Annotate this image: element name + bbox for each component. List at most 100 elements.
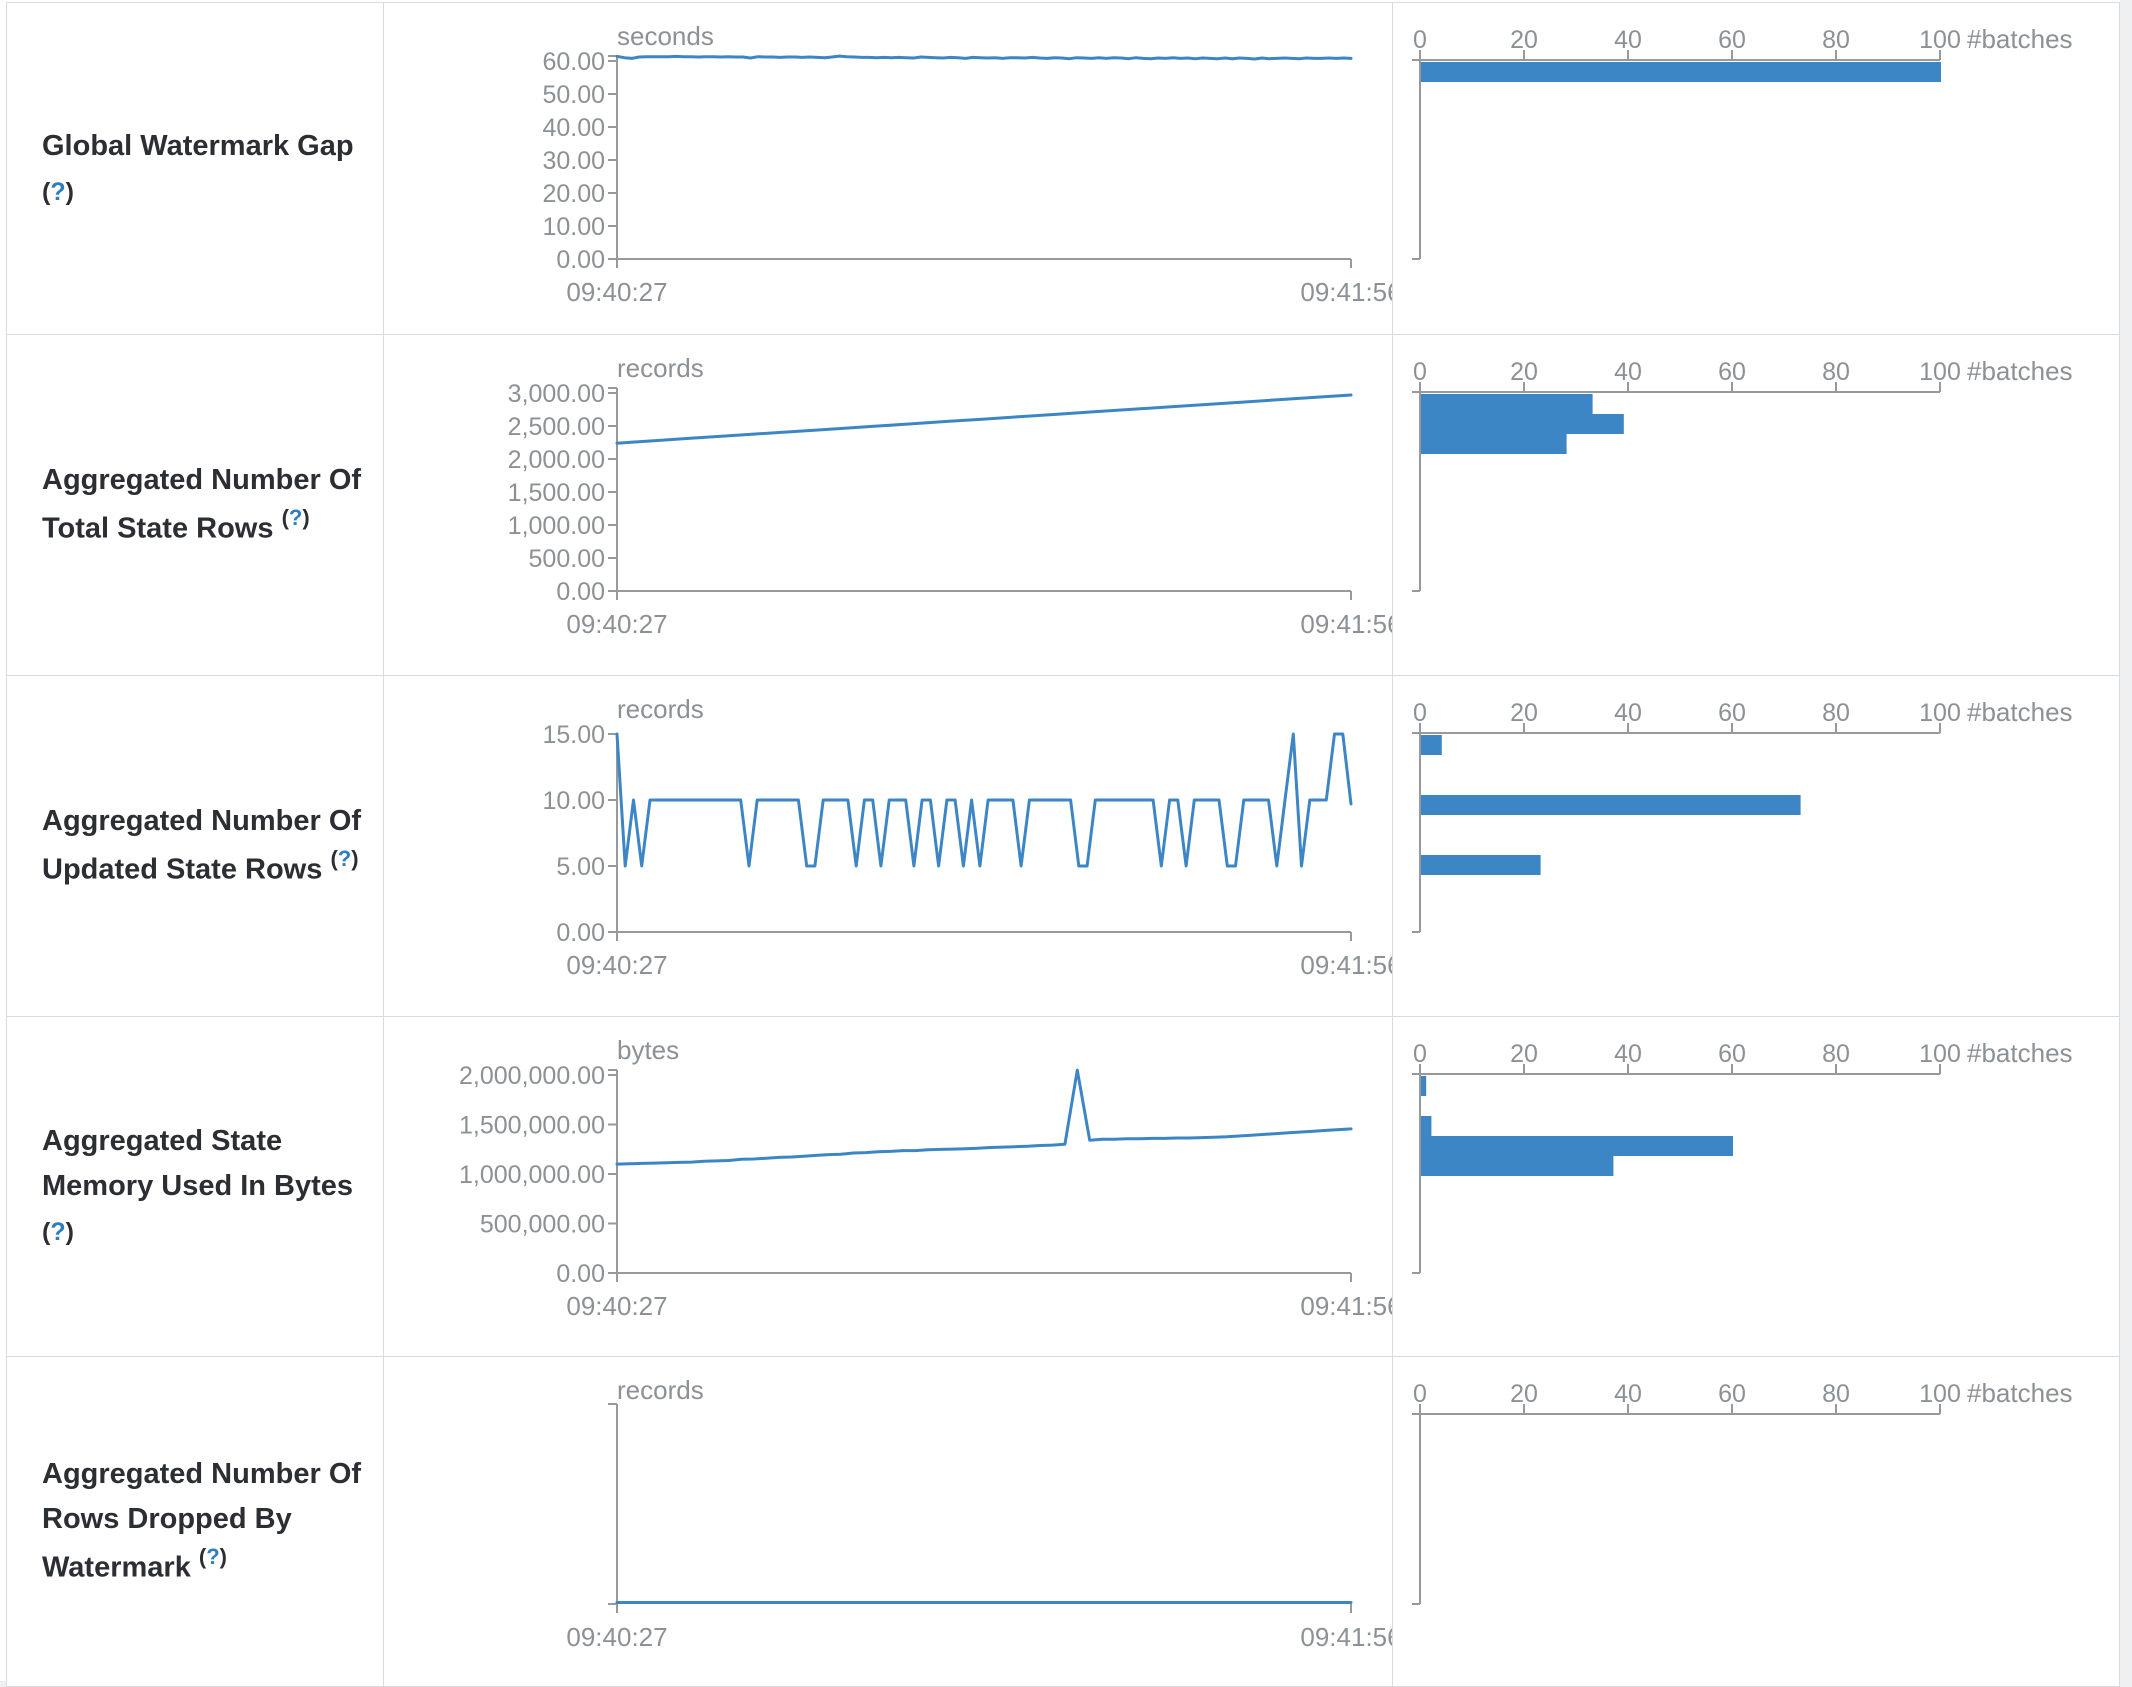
svg-text:0.00: 0.00 — [556, 1260, 605, 1288]
svg-text:1,500,000.00: 1,500,000.00 — [459, 1112, 605, 1140]
help-tooltip-link[interactable]: (?) — [42, 177, 74, 206]
metric-label-line: Watermark — [42, 1551, 191, 1584]
svg-text:80: 80 — [1822, 699, 1850, 727]
metric-row-rows-dropped-by-watermark: Aggregated Number Of Rows Dropped By Water… — [7, 1356, 2119, 1686]
help-tooltip-link[interactable]: (?) — [330, 846, 359, 872]
metric-label: Aggregated Number Of Total State Rows (?) — [42, 458, 361, 552]
svg-text:records: records — [617, 1375, 704, 1405]
metric-label-line: Updated State Rows — [42, 853, 323, 886]
svg-text:0: 0 — [1413, 26, 1427, 54]
svg-text:5.00: 5.00 — [556, 853, 605, 881]
svg-text:1,000,000.00: 1,000,000.00 — [459, 1161, 605, 1189]
metric-label: Aggregated Number Of Rows Dropped By Water… — [42, 1452, 361, 1590]
svg-text:#batches: #batches — [1967, 1038, 2073, 1068]
question-mark: ? — [50, 177, 66, 206]
timeline-chart: records 15.00 10.00 5.00 0.00 09:40:27 09:41:5… — [542, 694, 1393, 980]
svg-text:100: 100 — [1919, 1380, 1961, 1408]
svg-text:0: 0 — [1413, 1040, 1427, 1068]
svg-text:40.00: 40.00 — [542, 114, 605, 142]
svg-text:09:41:56: 09:41:56 — [1300, 609, 1393, 639]
svg-text:80: 80 — [1822, 1380, 1850, 1408]
svg-text:20: 20 — [1510, 358, 1538, 386]
timeline-chart: records 3,000.00 2,500.00 2,000.00 1,500.00 1… — [508, 353, 1393, 639]
metric-label-cell: Global Watermark Gap (?) — [7, 3, 384, 334]
timeline-chart: seconds 60.00 50.00 40.00 30.00 20.00 10.00 0.0… — [542, 21, 1393, 307]
svg-text:0.00: 0.00 — [556, 919, 605, 947]
svg-text:100: 100 — [1919, 699, 1961, 727]
svg-text:60: 60 — [1718, 26, 1746, 54]
svg-text:20: 20 — [1510, 26, 1538, 54]
svg-text:09:40:27: 09:40:27 — [566, 609, 667, 639]
histogram-chart: 0 20 40 60 80 100 #batches — [1412, 1038, 2073, 1274]
metric-row-updated-state-rows: Aggregated Number Of Updated State Rows (… — [7, 675, 2119, 1016]
svg-text:0.00: 0.00 — [556, 578, 605, 606]
svg-text:#batches: #batches — [1967, 356, 2073, 386]
svg-text:60: 60 — [1718, 358, 1746, 386]
svg-text:2,000,000.00: 2,000,000.00 — [459, 1062, 605, 1090]
svg-text:09:41:56: 09:41:56 — [1300, 1622, 1393, 1652]
svg-text:50.00: 50.00 — [542, 81, 605, 109]
metric-label-cell: Aggregated Number Of Updated State Rows (… — [7, 676, 384, 1016]
timeline-chart: records 09:40:27 09:41:56 — [566, 1375, 1393, 1652]
histogram-chart: 0 20 40 60 80 100 #batches — [1412, 356, 2073, 592]
histogram-cell: 0 20 40 60 80 100 #batches — [1392, 335, 2119, 675]
svg-text:09:40:27: 09:40:27 — [566, 1622, 667, 1652]
metric-label: Global Watermark Gap (?) — [42, 124, 354, 214]
svg-text:0: 0 — [1413, 358, 1427, 386]
svg-text:40: 40 — [1614, 358, 1642, 386]
histogram-cell: 0 20 40 60 80 100 #batches — [1392, 676, 2119, 1016]
svg-text:0: 0 — [1413, 1380, 1427, 1408]
svg-text:bytes: bytes — [617, 1035, 679, 1065]
svg-text:0: 0 — [1413, 699, 1427, 727]
question-mark: ? — [337, 846, 352, 872]
timeline-cell: records 15.00 10.00 5.00 0.00 09:40:27 09:41:5… — [384, 676, 1393, 1016]
svg-text:1,500.00: 1,500.00 — [508, 479, 605, 507]
svg-text:40: 40 — [1614, 1040, 1642, 1068]
svg-text:20: 20 — [1510, 1040, 1538, 1068]
svg-text:40: 40 — [1614, 26, 1642, 54]
svg-text:100: 100 — [1919, 358, 1961, 386]
metric-row-global-watermark-gap: Global Watermark Gap (?) seconds 60.00 50.0… — [7, 3, 2119, 334]
help-tooltip-link[interactable]: (?) — [281, 505, 310, 531]
metric-label-cell: Aggregated Number Of Total State Rows (?) — [7, 335, 384, 675]
histogram-chart: 0 20 40 60 80 100 #batches — [1412, 24, 2073, 260]
metric-row-total-state-rows: Aggregated Number Of Total State Rows (?)… — [7, 334, 2119, 675]
metric-label-line: Aggregated Number Of — [42, 805, 362, 838]
metric-label-line: Global Watermark Gap — [42, 129, 354, 162]
metric-label-line: Memory Used In Bytes — [42, 1170, 354, 1203]
metric-label-cell: Aggregated Number Of Rows Dropped By Water… — [7, 1357, 384, 1686]
svg-text:80: 80 — [1822, 1040, 1850, 1068]
svg-text:records: records — [617, 694, 704, 724]
help-tooltip-link[interactable]: (?) — [42, 1217, 74, 1246]
timeline-cell: records 09:40:27 09:41:56 — [384, 1357, 1393, 1686]
svg-text:20.00: 20.00 — [542, 180, 605, 208]
svg-text:500,000.00: 500,000.00 — [480, 1211, 605, 1239]
svg-text:100: 100 — [1919, 1040, 1961, 1068]
timeline-chart: bytes 2,000,000.00 1,500,000.00 1,000,000.0… — [459, 1035, 1393, 1321]
metric-label-line: Aggregated Number Of — [42, 464, 362, 497]
svg-text:09:40:27: 09:40:27 — [566, 1291, 667, 1321]
svg-text:1,000.00: 1,000.00 — [508, 512, 605, 540]
metric-label-line: Rows Dropped By — [42, 1503, 292, 1536]
svg-text:80: 80 — [1822, 358, 1850, 386]
question-mark: ? — [50, 1217, 66, 1246]
histogram-cell: 0 20 40 60 80 100 #batches — [1392, 1017, 2119, 1356]
svg-text:40: 40 — [1614, 699, 1642, 727]
question-mark: ? — [206, 1544, 220, 1570]
timeline-cell: seconds 60.00 50.00 40.00 30.00 20.00 10.00 0.0… — [384, 3, 1393, 334]
svg-text:100: 100 — [1919, 26, 1961, 54]
svg-text:2,000.00: 2,000.00 — [508, 446, 605, 474]
histogram-cell: 0 20 40 60 80 100 #batches — [1392, 3, 2119, 334]
svg-text:09:41:56: 09:41:56 — [1300, 277, 1393, 307]
svg-text:20: 20 — [1510, 1380, 1538, 1408]
metric-label-line: Aggregated Number Of — [42, 1458, 362, 1491]
timeline-cell: bytes 2,000,000.00 1,500,000.00 1,000,000.0… — [384, 1017, 1393, 1356]
metric-label-line: Aggregated State — [42, 1125, 283, 1158]
svg-text:09:40:27: 09:40:27 — [566, 950, 667, 980]
timeline-cell: records 3,000.00 2,500.00 2,000.00 1,500.00 1… — [384, 335, 1393, 675]
svg-text:60.00: 60.00 — [542, 48, 605, 76]
question-mark: ? — [288, 505, 303, 531]
svg-text:80: 80 — [1822, 26, 1850, 54]
help-tooltip-link[interactable]: (?) — [198, 1544, 227, 1570]
metric-label-line: Total State Rows — [42, 512, 274, 545]
